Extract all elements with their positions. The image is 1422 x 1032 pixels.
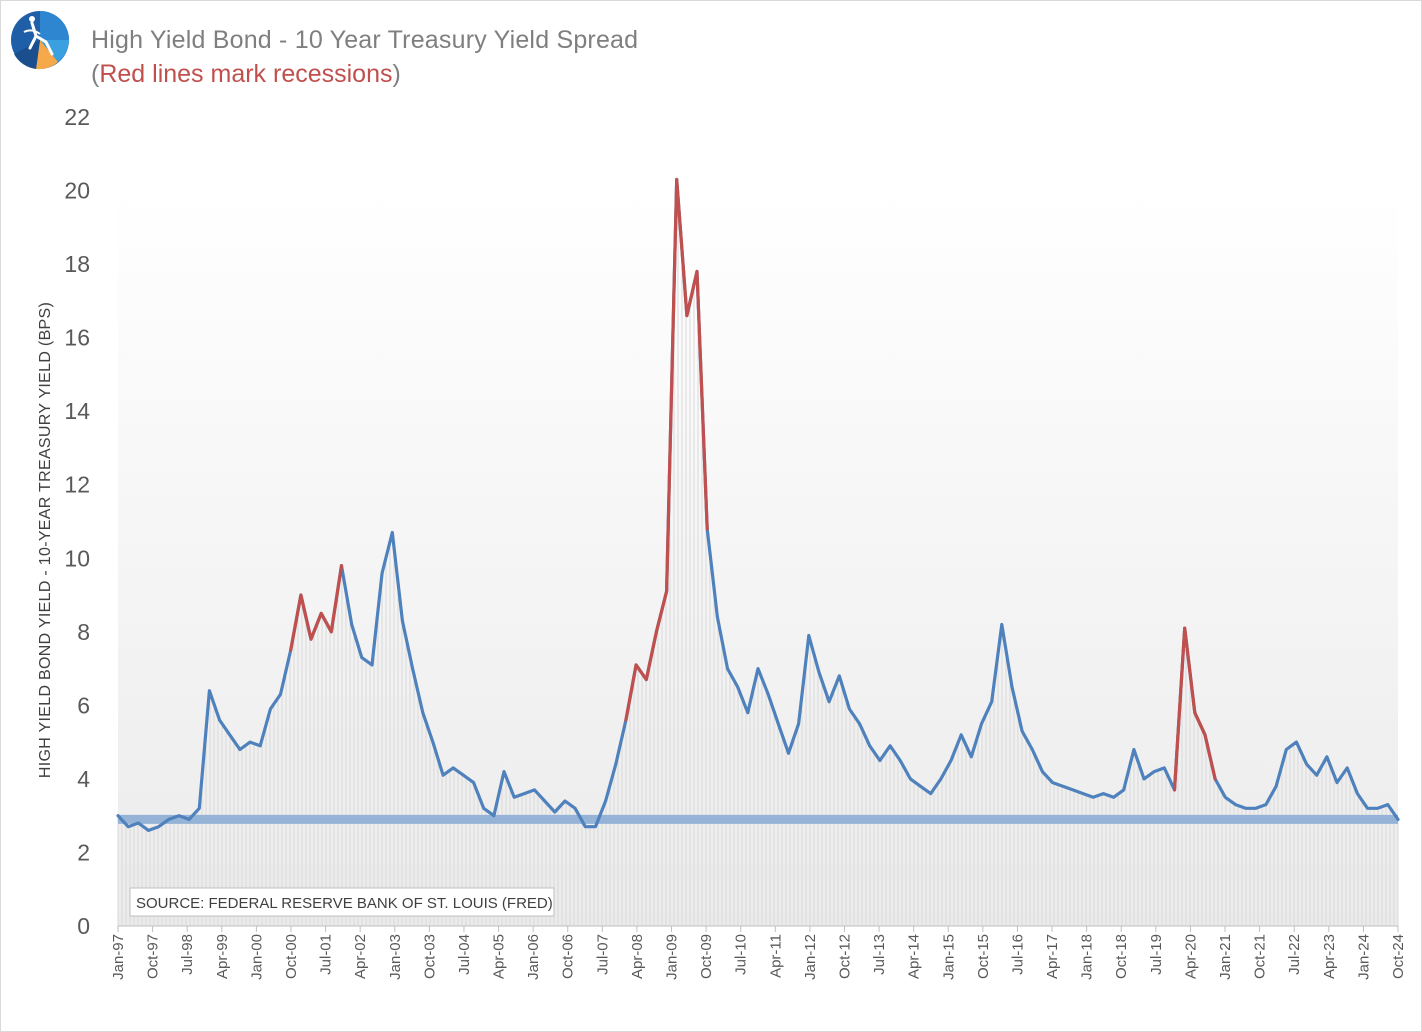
y-axis-label: HIGH YIELD BOND YIELD - 10-YEAR TREASURY… xyxy=(37,302,54,778)
x-tick-label: Jul-13 xyxy=(871,934,888,975)
chart-subtitle: (Red lines mark recessions) xyxy=(91,60,401,89)
recession-lines xyxy=(289,177,1217,792)
x-tick-label: Apr-99 xyxy=(214,934,231,979)
x-tick-label: Jan-03 xyxy=(387,934,404,980)
y-tick-label: 4 xyxy=(77,766,90,792)
x-tick-label: Jan-97 xyxy=(110,934,127,980)
x-tick-label: Jul-07 xyxy=(594,934,611,975)
x-tick-label: Jul-10 xyxy=(733,934,750,975)
recession-segment xyxy=(1172,626,1217,792)
x-tick-label: Jan-09 xyxy=(664,934,681,980)
y-tick-label: 0 xyxy=(77,913,90,939)
x-tick-label: Jul-22 xyxy=(1286,934,1303,975)
x-tick-label: Jul-19 xyxy=(1148,934,1165,975)
y-tick-label: 6 xyxy=(77,692,90,718)
x-tick-label: Jul-04 xyxy=(456,934,473,975)
area-hatch xyxy=(117,196,1399,926)
y-tick-label: 2 xyxy=(77,839,90,865)
y-tick-label: 16 xyxy=(64,325,90,351)
logo-icon xyxy=(11,11,69,70)
x-tick-label: Jan-18 xyxy=(1079,934,1096,980)
y-tick-label: 22 xyxy=(64,104,90,130)
y-tick-label: 18 xyxy=(64,251,90,277)
x-tick-label: Apr-17 xyxy=(1044,934,1061,979)
subtitle-open-paren: ( xyxy=(91,60,100,88)
x-tick-label: Oct-97 xyxy=(145,934,162,979)
x-tick-label: Oct-06 xyxy=(560,934,577,979)
recession-segment xyxy=(624,177,709,722)
x-tick-label: Jan-00 xyxy=(248,934,265,980)
x-tick-label: Apr-08 xyxy=(629,934,646,979)
x-tick-label: Oct-15 xyxy=(975,934,992,979)
subtitle-close-paren: ) xyxy=(392,60,401,88)
x-tick-label: Apr-02 xyxy=(352,934,369,979)
x-tick-label: Oct-12 xyxy=(836,934,853,979)
x-tick-label: Oct-03 xyxy=(421,934,438,979)
y-tick-label: 10 xyxy=(64,545,90,571)
y-tick-label: 20 xyxy=(64,178,90,204)
chart-title: High Yield Bond - 10 Year Treasury Yield… xyxy=(91,26,639,54)
x-tick-label: Oct-24 xyxy=(1390,934,1407,979)
x-tick-label: Apr-11 xyxy=(767,934,784,978)
x-tick-label: Jan-21 xyxy=(1217,934,1234,980)
x-tick-label: Apr-05 xyxy=(491,934,508,979)
source-box xyxy=(129,887,555,917)
source-note: SOURCE: FEDERAL RESERVE BANK OF ST. LOUI… xyxy=(136,895,553,912)
x-tick-label: Apr-20 xyxy=(1182,934,1199,979)
y-axis: 0 2 4 6 8 10 12 14 16 18 20 22 xyxy=(64,104,90,939)
x-tick-label: Oct-09 xyxy=(698,934,715,979)
y-tick-label: 14 xyxy=(64,398,90,424)
x-tick-label: Jan-15 xyxy=(940,934,957,980)
y-tick-label: 12 xyxy=(64,472,90,498)
y-tick-label: 8 xyxy=(77,619,90,645)
x-tick-label: Oct-21 xyxy=(1252,934,1269,979)
x-axis: Jan-97 Oct-97 Jul-98 Apr-99 Jan-00 Oct-00 Jul-… xyxy=(110,925,1407,980)
x-tick-label: Jan-24 xyxy=(1355,934,1372,980)
x-tick-label: Jan-12 xyxy=(802,934,819,980)
subtitle-recession-note: Red lines mark recessions xyxy=(99,60,393,88)
x-tick-label: Oct-18 xyxy=(1113,934,1130,979)
x-tick-label: Jul-16 xyxy=(1009,934,1026,975)
x-tick-label: Apr-23 xyxy=(1321,934,1338,979)
x-tick-label: Jul-98 xyxy=(179,934,196,975)
x-tick-label: Jul-01 xyxy=(318,934,335,975)
x-tick-label: Apr-14 xyxy=(906,934,923,979)
recession-segment xyxy=(289,564,344,652)
x-tick-label: Oct-00 xyxy=(283,934,300,979)
x-tick-label: Jan-06 xyxy=(525,934,542,980)
